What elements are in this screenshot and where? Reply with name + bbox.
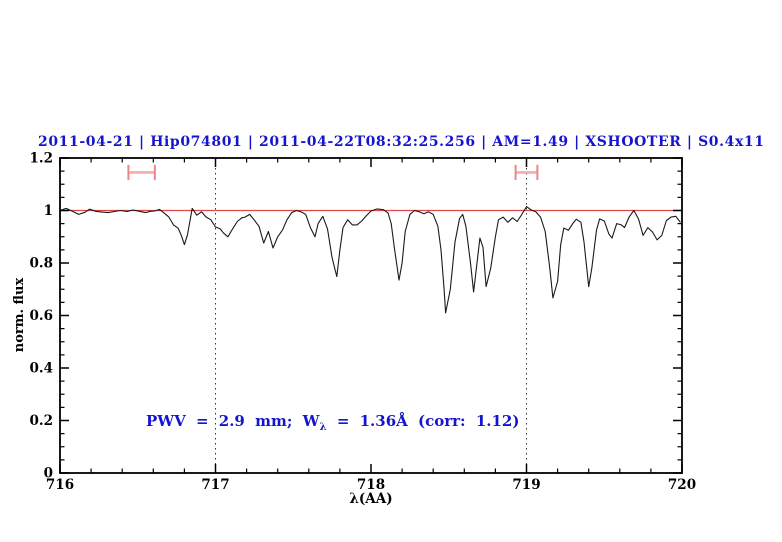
- x-tick-label: 720: [668, 477, 696, 493]
- y-tick-label: 1: [44, 203, 53, 219]
- y-tick-label: 0.8: [30, 256, 54, 272]
- x-axis-label: λ(AA): [349, 491, 393, 507]
- y-tick-label: 0.2: [30, 413, 54, 429]
- annotation-text-left: PWV = 2.9 mm; W: [146, 412, 320, 430]
- x-tick-label: 719: [512, 477, 540, 493]
- annotation-lambda-subscript: λ: [319, 421, 327, 433]
- annotation-text-right: = 1.36Å (corr: 1.12): [326, 412, 520, 430]
- pwv-annotation: PWV = 2.9 mm; Wλ = 1.36Å (corr: 1.12): [146, 412, 519, 433]
- y-axis-label: norm. flux: [12, 277, 27, 353]
- y-tick-label: 0.4: [30, 361, 54, 377]
- y-tick-label: 0.6: [30, 308, 54, 324]
- x-tick-label: 716: [46, 477, 74, 493]
- y-tick-label: 1.2: [30, 151, 54, 167]
- x-tick-label: 717: [201, 477, 229, 493]
- y-tick-label: 0: [44, 466, 53, 482]
- plot-title: 2011-04-21 | Hip074801 | 2011-04-22T08:3…: [38, 134, 765, 150]
- x-tick-label: 718: [357, 477, 385, 493]
- telluric-spectrum-line: [59, 206, 681, 314]
